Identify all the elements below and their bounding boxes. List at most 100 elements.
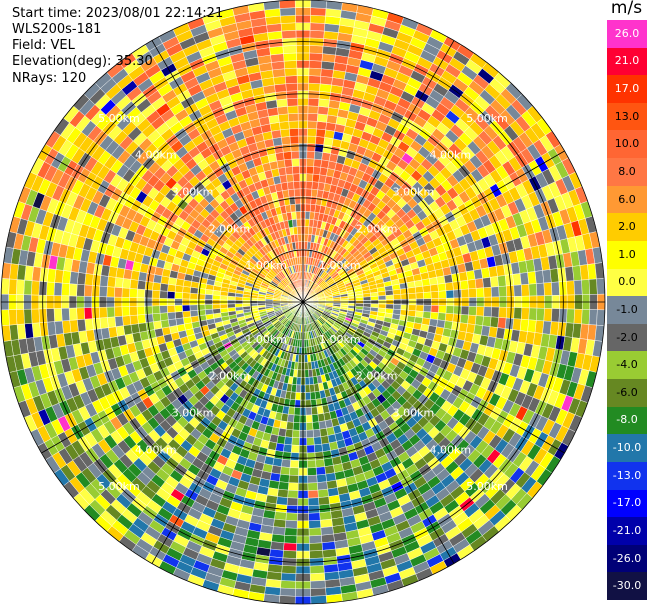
velocity-gate bbox=[219, 307, 229, 314]
velocity-gate bbox=[288, 474, 299, 484]
range-ring-label: 4.00km bbox=[429, 443, 471, 456]
velocity-gate bbox=[310, 580, 326, 590]
nrays-label: NRays: 120 bbox=[12, 71, 87, 86]
velocity-gate bbox=[284, 67, 298, 77]
velocity-gate bbox=[189, 304, 198, 312]
velocity-gate bbox=[415, 292, 424, 300]
velocity-gate bbox=[521, 307, 530, 320]
velocity-gate bbox=[287, 489, 299, 499]
velocity-gate bbox=[304, 211, 311, 220]
velocity-gate bbox=[483, 306, 492, 318]
range-ring-label: 2.00km bbox=[209, 222, 251, 235]
velocity-gate bbox=[308, 75, 321, 84]
velocity-gate bbox=[294, 399, 301, 408]
velocity-gate bbox=[415, 304, 424, 312]
velocity-gate bbox=[289, 467, 299, 476]
velocity-gate bbox=[306, 459, 317, 469]
range-ring-label: 1.00km bbox=[319, 333, 361, 346]
velocity-gate bbox=[536, 282, 545, 297]
velocity-gate bbox=[23, 308, 33, 325]
velocity-gate bbox=[276, 159, 286, 169]
velocity-gate bbox=[290, 452, 300, 461]
velocity-gate bbox=[318, 420, 327, 430]
range-ring-label: 4.00km bbox=[135, 443, 177, 456]
velocity-gate bbox=[68, 283, 78, 297]
velocity-gate bbox=[160, 319, 170, 329]
velocity-gate bbox=[385, 303, 394, 310]
velocity-gate bbox=[453, 305, 462, 315]
velocity-gate bbox=[318, 98, 330, 108]
velocity-gate bbox=[212, 294, 221, 301]
velocity-gate bbox=[273, 518, 287, 529]
velocity-gate bbox=[293, 181, 301, 190]
velocity-gate bbox=[287, 414, 295, 423]
velocity-gate bbox=[279, 121, 290, 131]
velocity-gate bbox=[174, 285, 184, 293]
velocity-gate bbox=[307, 105, 319, 115]
velocity-gate bbox=[274, 83, 287, 93]
velocity-gate bbox=[136, 288, 146, 299]
velocity-gate bbox=[99, 285, 108, 298]
velocity-gate bbox=[317, 481, 328, 491]
velocity-gate bbox=[297, 233, 302, 242]
velocity-gate bbox=[286, 173, 294, 183]
velocity-gate bbox=[292, 165, 300, 175]
velocity-gate bbox=[506, 307, 515, 319]
velocity-gate bbox=[144, 281, 154, 291]
velocity-gate bbox=[422, 311, 432, 319]
velocity-gate bbox=[536, 307, 545, 322]
velocity-gate bbox=[152, 313, 161, 322]
velocity-gate bbox=[304, 377, 310, 386]
velocity-gate bbox=[129, 288, 138, 298]
velocity-gate bbox=[278, 113, 289, 123]
velocity-gate bbox=[314, 444, 323, 453]
velocity-gate bbox=[271, 60, 285, 71]
velocity-gate bbox=[430, 291, 440, 299]
velocity-gate bbox=[316, 473, 327, 483]
velocity-gate bbox=[285, 166, 294, 175]
velocity-gate bbox=[312, 173, 320, 183]
velocity-gate bbox=[287, 482, 299, 491]
velocity-gate bbox=[46, 308, 55, 323]
velocity-gate bbox=[121, 306, 131, 317]
colorbar: 26.0 21.0 17.0 13.0 10.0 8.0 6.0 2.0 1.0 0.0 -1.0-… bbox=[607, 20, 647, 600]
velocity-gate bbox=[291, 437, 300, 446]
velocity-gate bbox=[355, 297, 364, 301]
velocity-gate bbox=[385, 289, 394, 296]
velocity-gate bbox=[308, 376, 315, 386]
velocity-gate bbox=[451, 321, 461, 332]
velocity-gate bbox=[159, 312, 169, 321]
velocity-gate bbox=[153, 320, 163, 330]
velocity-gate bbox=[53, 308, 63, 322]
velocity-gate bbox=[291, 158, 300, 167]
velocity-gate bbox=[393, 294, 402, 300]
velocity-gate bbox=[452, 313, 462, 323]
velocity-gate bbox=[295, 392, 301, 401]
velocity-gate bbox=[53, 282, 63, 296]
velocity-gate bbox=[307, 128, 317, 137]
velocity-gate bbox=[159, 290, 168, 299]
velocity-gate bbox=[182, 310, 191, 318]
velocity-gate bbox=[308, 60, 323, 69]
velocity-gate bbox=[279, 174, 288, 184]
velocity-gate bbox=[308, 505, 320, 514]
range-ring-label: 5.00km bbox=[98, 112, 140, 125]
velocity-gate bbox=[282, 451, 292, 461]
range-ring-label: 5.00km bbox=[98, 480, 140, 493]
velocity-gate bbox=[280, 466, 291, 476]
range-ring-label: 3.00km bbox=[172, 406, 214, 419]
velocity-gate bbox=[322, 450, 333, 460]
velocity-gate bbox=[436, 275, 446, 285]
velocity-gate bbox=[284, 436, 293, 446]
velocity-gate bbox=[137, 280, 147, 290]
velocity-gate bbox=[277, 488, 289, 498]
velocity-gate bbox=[428, 276, 438, 286]
colorbar-tick-label: 10.0 bbox=[614, 137, 640, 151]
velocity-gate bbox=[438, 290, 447, 299]
velocity-gate bbox=[272, 68, 286, 78]
velocity-gate bbox=[182, 286, 191, 294]
velocity-gate bbox=[430, 305, 440, 313]
colorbar-tick-label: -21.0 bbox=[612, 523, 642, 537]
velocity-gate bbox=[308, 90, 320, 99]
velocity-gate bbox=[129, 306, 138, 316]
